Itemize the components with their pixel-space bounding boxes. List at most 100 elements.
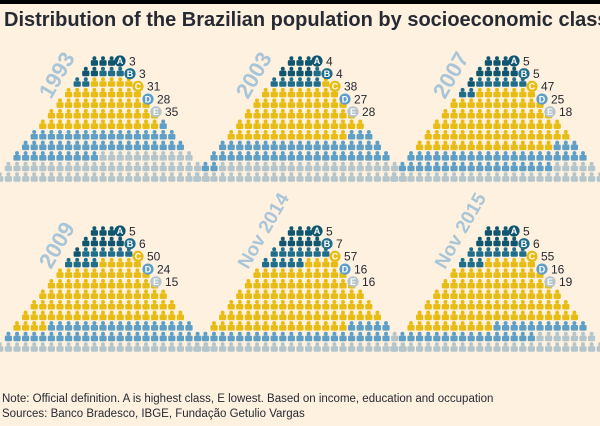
person-icon [279, 66, 287, 77]
person-icon [476, 161, 484, 172]
person-icon [270, 140, 278, 151]
person-icon [382, 331, 390, 342]
person-icon [65, 161, 73, 172]
class-value: 38 [344, 80, 358, 94]
person-icon [510, 247, 518, 257]
person-icon [210, 151, 218, 161]
person-icon [467, 300, 475, 310]
person-icon [553, 310, 561, 321]
person-icon [424, 151, 432, 161]
class-d-badge [339, 93, 351, 105]
person-icon [99, 172, 107, 182]
person-icon [296, 108, 304, 119]
person-icon [159, 151, 167, 161]
person-icon [253, 108, 261, 119]
person-icon [527, 108, 535, 119]
person-icon [519, 300, 527, 310]
person-icon [450, 331, 458, 342]
person-icon [116, 87, 124, 98]
person-icon [90, 342, 98, 352]
person-icon [151, 119, 159, 129]
person-icon [330, 130, 338, 140]
person-icon [382, 342, 390, 352]
person-icon [90, 331, 98, 342]
person-icon [73, 331, 81, 342]
person-icon [244, 119, 252, 129]
person-icon [536, 119, 544, 129]
person-icon [313, 289, 321, 299]
person-icon [73, 321, 81, 331]
person-icon [159, 310, 167, 321]
person-icon [365, 321, 373, 331]
person-icon [391, 331, 399, 342]
person-icon [356, 310, 364, 321]
person-icon [159, 172, 167, 182]
person-icon [296, 87, 304, 98]
person-icon [262, 87, 270, 98]
person-icon [253, 310, 261, 321]
person-icon [493, 66, 501, 77]
class-value: 16 [362, 275, 376, 289]
person-icon [527, 98, 535, 108]
person-icon [545, 172, 553, 182]
person-icon [108, 300, 116, 310]
person-icon [484, 342, 492, 352]
person-icon [484, 77, 492, 87]
class-b-badge [518, 68, 530, 80]
person-icon [527, 278, 535, 289]
person-icon [287, 342, 295, 352]
person-icon [519, 342, 527, 352]
person-icon [562, 172, 570, 182]
person-icon [407, 161, 415, 172]
person-icon [142, 278, 150, 289]
class-b-badge [124, 238, 136, 250]
person-icon [296, 226, 304, 236]
class-letter: B [324, 69, 331, 79]
person-icon [519, 140, 527, 151]
person-icon [108, 172, 116, 182]
person-icon [296, 289, 304, 299]
person-icon [536, 342, 544, 352]
person-icon [416, 172, 424, 182]
person-icon [330, 108, 338, 119]
person-icon [510, 66, 518, 77]
person-icon [305, 289, 313, 299]
person-icon [99, 161, 107, 172]
person-icon [262, 119, 270, 129]
person-icon [459, 130, 467, 140]
person-icon [56, 331, 64, 342]
person-icon [365, 172, 373, 182]
person-icon [519, 98, 527, 108]
person-icon [553, 342, 561, 352]
person-icon [159, 161, 167, 172]
person-icon [39, 140, 47, 151]
person-icon [108, 130, 116, 140]
person-icon [201, 172, 209, 182]
class-value: 5 [523, 54, 530, 68]
person-icon [356, 342, 364, 352]
person-icon [4, 161, 12, 172]
person-icon [287, 151, 295, 161]
person-icon [47, 310, 55, 321]
person-icon [73, 247, 81, 257]
person-icon [133, 161, 141, 172]
person-icon [90, 98, 98, 108]
person-icon [279, 247, 287, 257]
class-value: 16 [354, 262, 368, 276]
person-icon [287, 172, 295, 182]
person-icon [348, 130, 356, 140]
person-icon [176, 161, 184, 172]
person-icon [536, 300, 544, 310]
class-c-badge [132, 80, 144, 92]
person-icon [4, 331, 12, 342]
person-icon [168, 342, 176, 352]
person-icon [510, 257, 518, 268]
person-icon [510, 87, 518, 98]
person-icon [493, 278, 501, 289]
person-icon [244, 140, 252, 151]
person-icon [227, 300, 235, 310]
person-icon [99, 289, 107, 299]
person-icon [99, 140, 107, 151]
person-icon [65, 300, 73, 310]
